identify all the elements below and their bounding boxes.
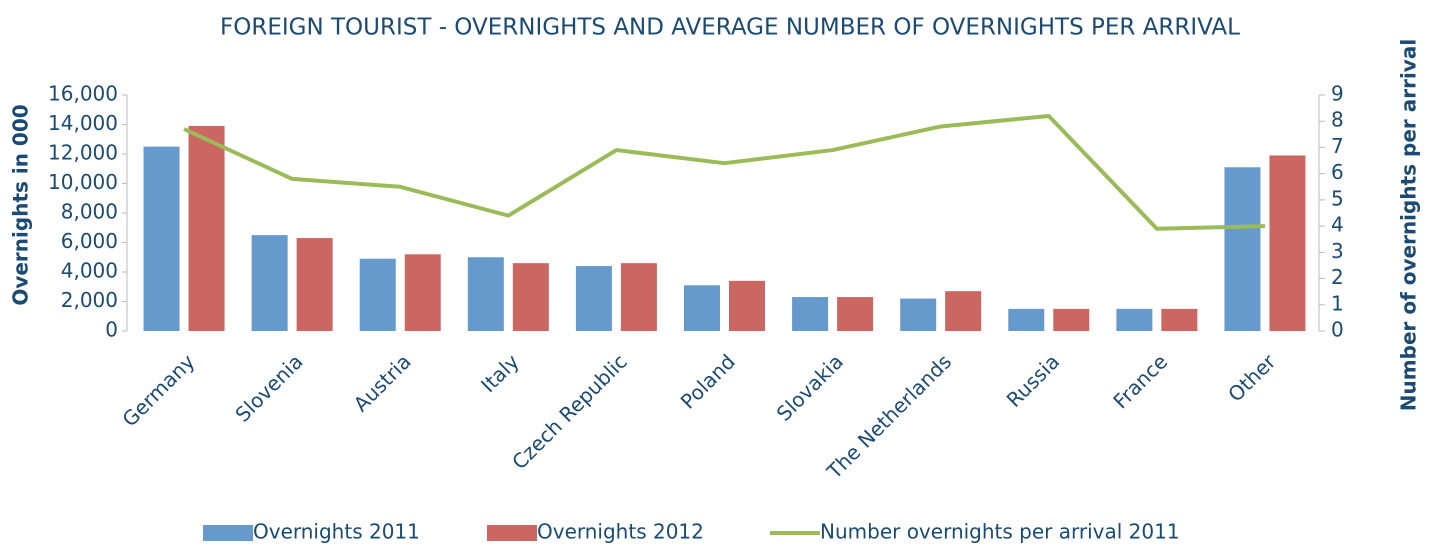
x-tick-label: Slovakia xyxy=(772,349,848,425)
y2-tick-label: 3 xyxy=(1331,239,1344,263)
y-tick-label: 2,000 xyxy=(61,288,118,312)
bar xyxy=(467,257,504,331)
y-tick-label: 0 xyxy=(105,318,118,342)
legend-swatch xyxy=(487,525,537,541)
y-tick-label: 16,000 xyxy=(48,82,118,106)
y2-tick-label: 4 xyxy=(1331,213,1344,237)
bar xyxy=(188,125,225,331)
bar xyxy=(512,263,549,331)
legend-label: Overnights 2012 xyxy=(537,520,704,544)
bar xyxy=(1269,155,1306,331)
y-tick-label: 6,000 xyxy=(61,229,118,253)
bar xyxy=(900,298,937,331)
x-tick-label: Italy xyxy=(476,349,524,397)
bar xyxy=(575,266,612,331)
x-tick-label: Germany xyxy=(117,349,199,431)
y-tick-label: 4,000 xyxy=(61,259,118,283)
bar xyxy=(945,291,982,331)
legend-label: Number overnights per arrival 2011 xyxy=(820,520,1180,544)
y-tick-label: 14,000 xyxy=(48,111,118,135)
bar xyxy=(684,285,720,331)
bar xyxy=(729,280,765,331)
y-tick-label: 12,000 xyxy=(48,141,118,165)
y2-tick-label: 0 xyxy=(1331,318,1344,342)
y2-tick-label: 2 xyxy=(1331,265,1344,289)
bar xyxy=(837,297,874,331)
bar xyxy=(1053,308,1090,331)
bar xyxy=(1161,308,1198,331)
x-tick-label: France xyxy=(1108,349,1172,413)
bar xyxy=(1224,167,1261,331)
y2-tick-label: 5 xyxy=(1331,186,1344,210)
x-tick-label: Slovenia xyxy=(230,349,307,426)
bar xyxy=(1008,308,1045,331)
x-tick-label: Russia xyxy=(1002,349,1064,411)
bar xyxy=(404,254,441,331)
bar xyxy=(143,146,180,331)
y-tick-label: 10,000 xyxy=(48,170,118,194)
y-axis-label: Overnights in 000 xyxy=(9,104,33,305)
bar xyxy=(251,235,288,331)
y2-tick-label: 9 xyxy=(1331,82,1344,106)
legend-swatch xyxy=(203,525,253,541)
bar xyxy=(620,263,657,331)
bar xyxy=(1116,308,1153,331)
x-tick-label: Austria xyxy=(349,349,416,416)
x-tick-label: Czech Republic xyxy=(507,349,632,474)
bar xyxy=(792,297,829,331)
line xyxy=(183,113,1266,231)
bar xyxy=(359,258,396,331)
x-tick-label: Poland xyxy=(676,349,740,413)
y2-tick-label: 1 xyxy=(1331,291,1344,315)
x-tick-label: Other xyxy=(1223,349,1281,407)
bar xyxy=(296,238,333,331)
y2-axis-label: Number of overnights per arrival xyxy=(1397,39,1421,411)
legend-label: Overnights 2011 xyxy=(253,520,420,544)
y2-tick-label: 8 xyxy=(1331,108,1344,132)
y-tick-label: 8,000 xyxy=(61,200,118,224)
y2-tick-label: 6 xyxy=(1331,160,1344,184)
chart-title: FOREIGN TOURIST - OVERNIGHTS AND AVERAGE… xyxy=(220,15,1240,41)
y2-tick-label: 7 xyxy=(1331,134,1344,158)
